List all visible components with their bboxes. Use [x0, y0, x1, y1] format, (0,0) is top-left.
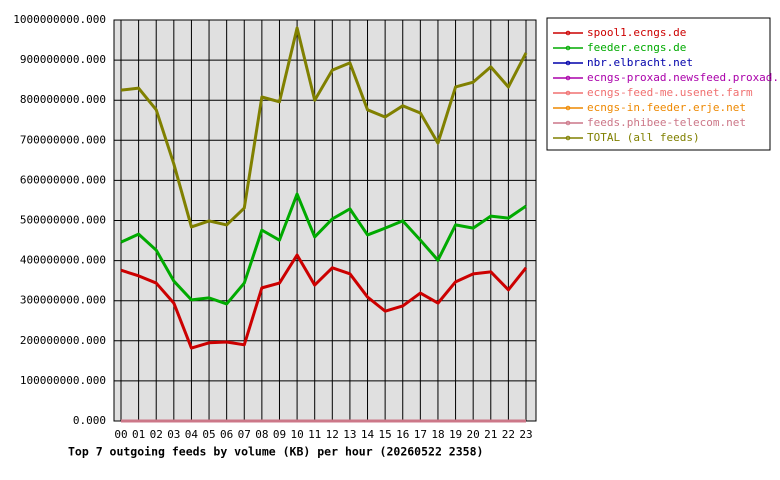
x-tick-label: 05: [202, 428, 215, 441]
x-tick-label: 06: [220, 428, 233, 441]
x-tick-label: 03: [167, 428, 180, 441]
legend-marker: [565, 135, 571, 141]
legend-label: spool1.ecngs.de: [587, 26, 686, 39]
legend-label: ecngs-proxad.newsfeed.proxad.net: [587, 71, 780, 84]
x-tick-label: 19: [449, 428, 462, 441]
legend-marker: [565, 90, 571, 96]
series-line: [120, 253, 528, 350]
y-tick-label: 500000000.000: [20, 214, 106, 227]
y-tick-label: 0.000: [73, 414, 106, 427]
chart-title: Top 7 outgoing feeds by volume (KB) per …: [68, 445, 483, 459]
y-tick-label: 800000000.000: [20, 93, 106, 106]
legend-marker: [565, 45, 571, 51]
x-tick-label: 15: [379, 428, 392, 441]
x-tick-label: 23: [519, 428, 532, 441]
x-tick-label: 14: [361, 428, 375, 441]
x-tick-label: 11: [308, 428, 321, 441]
legend-label: feeds.phibee-telecom.net: [587, 116, 746, 129]
legend-marker: [565, 30, 571, 36]
legend-label: feeder.ecngs.de: [587, 41, 686, 54]
x-tick-label: 02: [150, 428, 163, 441]
x-tick-label: 13: [343, 428, 356, 441]
series-line: [120, 26, 528, 229]
y-tick-label: 700000000.000: [20, 133, 106, 146]
legend-marker: [565, 120, 571, 126]
x-tick-label: 22: [502, 428, 515, 441]
legend-label: nbr.elbracht.net: [587, 56, 693, 69]
legend-marker: [565, 105, 571, 111]
x-tick-label: 16: [396, 428, 409, 441]
legend: [546, 17, 771, 151]
x-tick-label: 08: [255, 428, 268, 441]
y-tick-label: 1000000000.000: [13, 13, 106, 26]
x-tick-label: 17: [414, 428, 427, 441]
x-tick-label: 12: [326, 428, 339, 441]
x-tick-label: 07: [238, 428, 251, 441]
y-tick-label: 900000000.000: [20, 53, 106, 66]
y-tick-label: 400000000.000: [20, 254, 106, 267]
series-line: [120, 192, 527, 306]
y-tick-label: 300000000.000: [20, 294, 106, 307]
x-tick-label: 10: [290, 428, 303, 441]
legend-marker: [565, 60, 571, 66]
x-tick-label: 01: [132, 428, 145, 441]
y-tick-label: 100000000.000: [20, 374, 106, 387]
x-tick-label: 20: [467, 428, 480, 441]
y-tick-label: 600000000.000: [20, 173, 106, 186]
legend-label: ecngs-feed-me.usenet.farm: [587, 86, 753, 99]
legend-label: ecngs-in.feeder.erje.net: [587, 101, 746, 114]
x-tick-label: 09: [273, 428, 286, 441]
x-tick-label: 18: [431, 428, 444, 441]
legend-marker: [565, 75, 571, 81]
x-tick-label: 21: [484, 428, 497, 441]
x-tick-label: 04: [185, 428, 199, 441]
x-tick-label: 00: [114, 428, 127, 441]
y-tick-label: 200000000.000: [20, 334, 106, 347]
legend-label: TOTAL (all feeds): [587, 131, 700, 144]
